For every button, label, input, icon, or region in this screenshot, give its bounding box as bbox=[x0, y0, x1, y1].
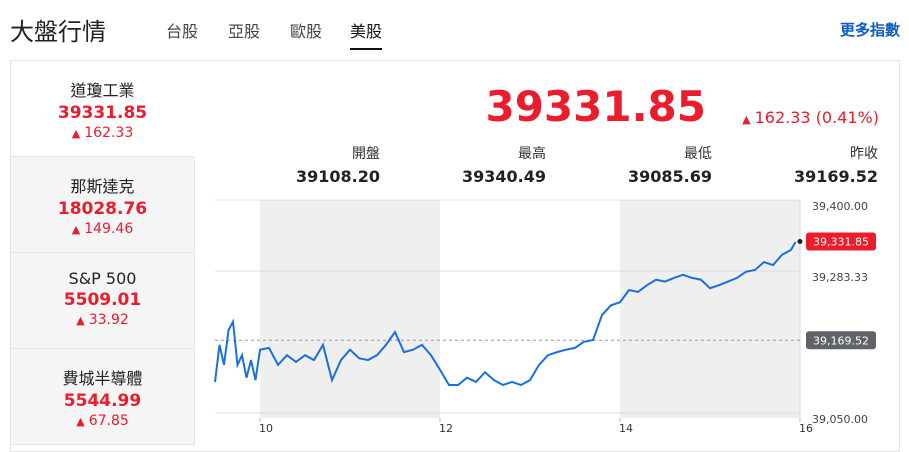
tab[interactable]: 亞股 bbox=[228, 22, 261, 41]
chart: 39,400.00 39,283.33 39,050.00 10 12 14 16 39,16… bbox=[214, 199, 876, 435]
stat-label: 最高 bbox=[518, 146, 546, 162]
quote-change-value: 162.33 (0.41%) bbox=[754, 108, 879, 127]
index-change: ▲ 67.85 bbox=[76, 413, 129, 429]
index-name: 那斯達克 bbox=[70, 177, 135, 196]
stat: 開盤 39108.20 bbox=[230, 143, 380, 186]
index-item[interactable]: S&P 500 5509.01 ▲ 33.92 bbox=[11, 253, 195, 349]
index-change: ▲ 162.33 bbox=[71, 125, 134, 141]
shaded-band bbox=[260, 200, 440, 418]
index-change-value: 149.46 bbox=[84, 221, 134, 237]
shaded-band bbox=[620, 200, 800, 418]
last-badge bbox=[806, 232, 876, 251]
more-link[interactable]: 更多指數 bbox=[839, 21, 900, 39]
index-change-value: 162.33 bbox=[84, 125, 134, 141]
y-tick-label: 39,283.33 bbox=[812, 271, 868, 284]
stat: 昨收 39169.52 bbox=[728, 143, 878, 186]
index-item[interactable]: 費城半導體 5544.99 ▲ 67.85 bbox=[11, 349, 195, 445]
tab[interactable]: 台股 bbox=[166, 22, 199, 41]
stat-value: 39169.52 bbox=[793, 167, 878, 186]
y-tick-label: 39,400.00 bbox=[812, 200, 868, 213]
index-price: 18028.76 bbox=[57, 199, 148, 219]
quote-price: 39331.85 bbox=[485, 82, 706, 131]
stat-label: 昨收 bbox=[850, 146, 878, 162]
stat: 最低 39085.69 bbox=[562, 143, 712, 186]
stat: 最高 39340.49 bbox=[396, 143, 546, 186]
price-line bbox=[214, 241, 797, 387]
index-name: 道瓊工業 bbox=[70, 81, 135, 100]
index-item[interactable]: 那斯達克 18028.76 ▲ 149.46 bbox=[11, 157, 195, 253]
index-change-value: 67.85 bbox=[88, 413, 129, 429]
page-title: 大盤行情 bbox=[10, 18, 106, 46]
reference-badge bbox=[806, 331, 876, 350]
index-item[interactable]: 道瓊工業 39331.85 ▲ 162.33 bbox=[11, 61, 194, 157]
stat-label: 最低 bbox=[684, 146, 712, 162]
index-price: 5544.99 bbox=[63, 391, 142, 411]
index-price: 39331.85 bbox=[57, 103, 148, 123]
index-change: ▲ 149.46 bbox=[71, 221, 134, 237]
last-label: 39,331.85 bbox=[813, 235, 869, 248]
reference-label: 39,169.52 bbox=[813, 334, 869, 347]
quote-change: ▲ 162.33 (0.41%) bbox=[742, 108, 879, 127]
x-tick-label: 16 bbox=[799, 422, 813, 435]
index-change-value: 33.92 bbox=[88, 312, 129, 328]
x-tick-label: 10 bbox=[259, 422, 273, 435]
index-name: S&P 500 bbox=[68, 269, 137, 288]
stat-label: 開盤 bbox=[352, 146, 380, 162]
stat-value: 39340.49 bbox=[461, 167, 546, 186]
y-tick-label: 39,050.00 bbox=[812, 413, 868, 426]
tab[interactable]: 歐股 bbox=[290, 22, 323, 41]
stat-value: 39108.20 bbox=[295, 167, 380, 186]
index-name: 費城半導體 bbox=[62, 369, 143, 388]
x-tick-label: 12 bbox=[439, 422, 453, 435]
x-tick-label: 14 bbox=[619, 422, 633, 435]
tab[interactable]: 美股 bbox=[350, 18, 383, 50]
last-dot bbox=[797, 238, 803, 244]
index-change: ▲ 33.92 bbox=[76, 312, 129, 328]
stat-value: 39085.69 bbox=[627, 167, 712, 186]
index-price: 5509.01 bbox=[63, 290, 142, 310]
